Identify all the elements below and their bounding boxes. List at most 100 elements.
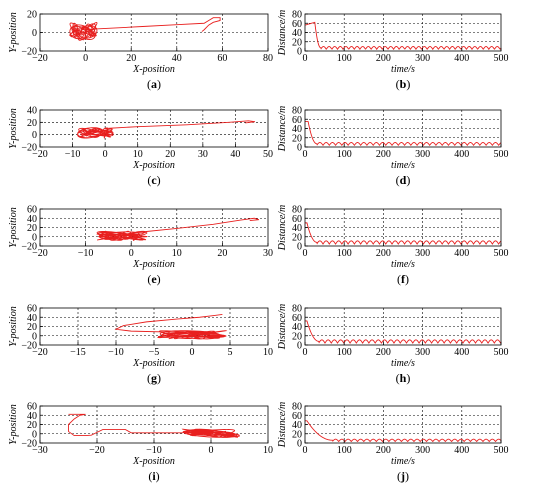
x-tick-label: 10 [263,445,273,456]
y-tick-label: −20 [21,47,37,58]
x-tick-label: −10 [108,347,124,358]
x-tick-label: −10 [65,149,81,160]
x-tick-label: −30 [32,445,48,456]
panel-label: (f) [397,272,409,286]
data-line-j [305,420,501,443]
panel-label: (e) [147,272,160,286]
y-tick-label: 0 [297,341,302,352]
y-tick-label: −20 [21,439,37,450]
y-tick-label: 60 [292,313,302,324]
y-tick-label: 40 [27,411,37,422]
x-tick-label: 0 [129,248,134,259]
x-tick-label: 50 [263,149,273,160]
y-tick-label: 40 [27,106,37,117]
y-tick-label: −20 [21,242,37,253]
y-tick-label: 40 [292,124,302,135]
x-tick-label: 500 [494,347,509,358]
y-tick-label: −20 [21,341,37,352]
x-tick-label: −20 [32,149,48,160]
x-tick-label: 400 [454,248,469,259]
y-tick-label: 0 [32,331,37,342]
x-tick-label: −15 [70,347,86,358]
y-axis-label: Distance/m [277,205,288,252]
x-tick-label: 20 [165,149,175,160]
x-tick-label: 5 [228,347,233,358]
x-tick-label: 500 [494,149,509,160]
y-tick-label: 0 [32,130,37,141]
y-axis-label: Y-position [8,404,19,444]
x-axis-label: X-position [132,160,175,171]
y-tick-label: 20 [292,429,302,440]
x-tick-label: 100 [337,149,352,160]
y-tick-label: 20 [27,118,37,129]
x-tick-label: 20 [126,53,136,64]
chart-panel-e: −20 −10 0 10 20 30−200204060X-positionY-posit… [8,205,273,287]
y-tick-label: 20 [27,10,37,21]
x-tick-label: 200 [376,248,391,259]
y-tick-label: 80 [292,10,302,21]
y-tick-label: 40 [292,223,302,234]
x-tick-label: 40 [230,149,240,160]
x-tick-label: 200 [376,347,391,358]
y-tick-label: 40 [292,28,302,39]
chart-panel-c: −20 −10 0 10 20 30 40 50−2002040X-positionY-pos… [8,106,273,188]
y-tick-label: 80 [292,304,302,315]
panel-label: (h) [396,371,411,385]
x-tick-label: −20 [89,445,105,456]
y-tick-label: 0 [297,143,302,154]
x-tick-label: 80 [263,53,273,64]
y-axis-label: Distance/m [277,304,288,351]
y-tick-label: 20 [27,322,37,333]
x-tick-label: 0 [303,149,308,160]
y-axis-label: Distance/m [277,10,288,57]
x-axis-label: X-position [132,64,175,75]
y-axis-label: Y-position [8,207,19,247]
x-tick-label: 400 [454,445,469,456]
y-axis-label: Distance/m [277,106,288,153]
data-line-b [305,21,501,51]
x-tick-label: 500 [494,53,509,64]
x-tick-label: 300 [415,445,430,456]
x-tick-label: 100 [337,53,352,64]
x-tick-label: 30 [198,149,208,160]
panel-label-letter: i [152,469,156,483]
y-tick-label: 40 [27,313,37,324]
panel-label-letter: g [151,371,157,385]
panel-label: (a) [147,77,161,91]
x-tick-label: −20 [32,347,48,358]
panel-label: (i) [148,469,159,483]
x-tick-label: 200 [376,53,391,64]
x-axis-label: time/s [391,259,415,270]
x-tick-label: 500 [494,248,509,259]
y-tick-label: 0 [32,28,37,39]
data-line-d [305,121,501,147]
x-tick-label: −5 [149,347,160,358]
x-tick-label: 30 [263,248,273,259]
panel-label-letter: e [151,272,157,286]
x-tick-label: −10 [78,248,94,259]
x-tick-label: 300 [415,149,430,160]
x-tick-label: 400 [454,53,469,64]
y-tick-label: 60 [292,411,302,422]
panel-label-letter: f [401,272,406,286]
panel-label-letter: d [400,173,407,187]
x-tick-label: −20 [32,248,48,259]
data-line-c [77,120,256,139]
x-tick-label: 500 [494,445,509,456]
y-axis-label: Y-position [8,12,19,52]
panel-label-letter: c [151,173,157,187]
x-tick-label: 300 [415,248,430,259]
x-tick-label: 20 [217,248,227,259]
x-tick-label: 0 [303,347,308,358]
x-axis-label: time/s [391,160,415,171]
y-tick-label: 60 [292,214,302,225]
panel-label-letter: h [400,371,407,385]
y-axis-label: Y-position [8,108,19,148]
x-tick-label: 400 [454,347,469,358]
chart-panel-g: −20 −15 −10 −5 0 5 10−200204060X-positionY-pos… [8,304,273,386]
data-line-g [114,314,228,340]
